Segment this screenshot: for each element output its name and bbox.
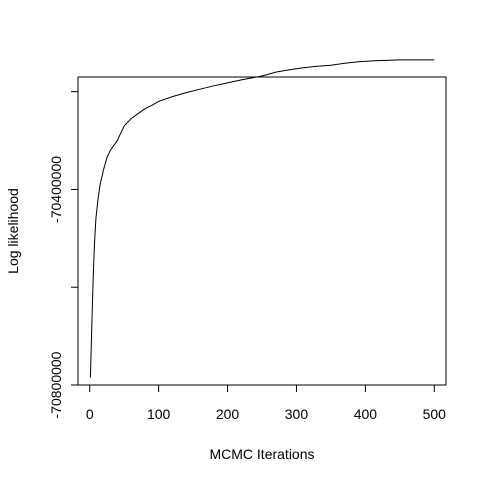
x-tick-label: 100 <box>147 406 171 422</box>
y-tick-label: -70800000 <box>48 351 64 418</box>
series-line <box>89 59 435 378</box>
x-axis: 0 100 200 300 400 500 <box>86 384 447 422</box>
y-tick-label: -70400000 <box>48 156 64 223</box>
y-axis-label: Log likelihood <box>5 188 21 274</box>
x-tick-label: 500 <box>423 406 447 422</box>
x-tick-label: 400 <box>354 406 378 422</box>
x-tick-label: 200 <box>216 406 240 422</box>
series-group <box>89 59 435 378</box>
x-tick-label: 300 <box>285 406 309 422</box>
x-tick-label: 0 <box>86 406 94 422</box>
y-axis: -70800000 -70400000 <box>48 91 79 418</box>
plot-frame <box>77 76 447 386</box>
x-axis-label: MCMC Iterations <box>209 446 314 462</box>
